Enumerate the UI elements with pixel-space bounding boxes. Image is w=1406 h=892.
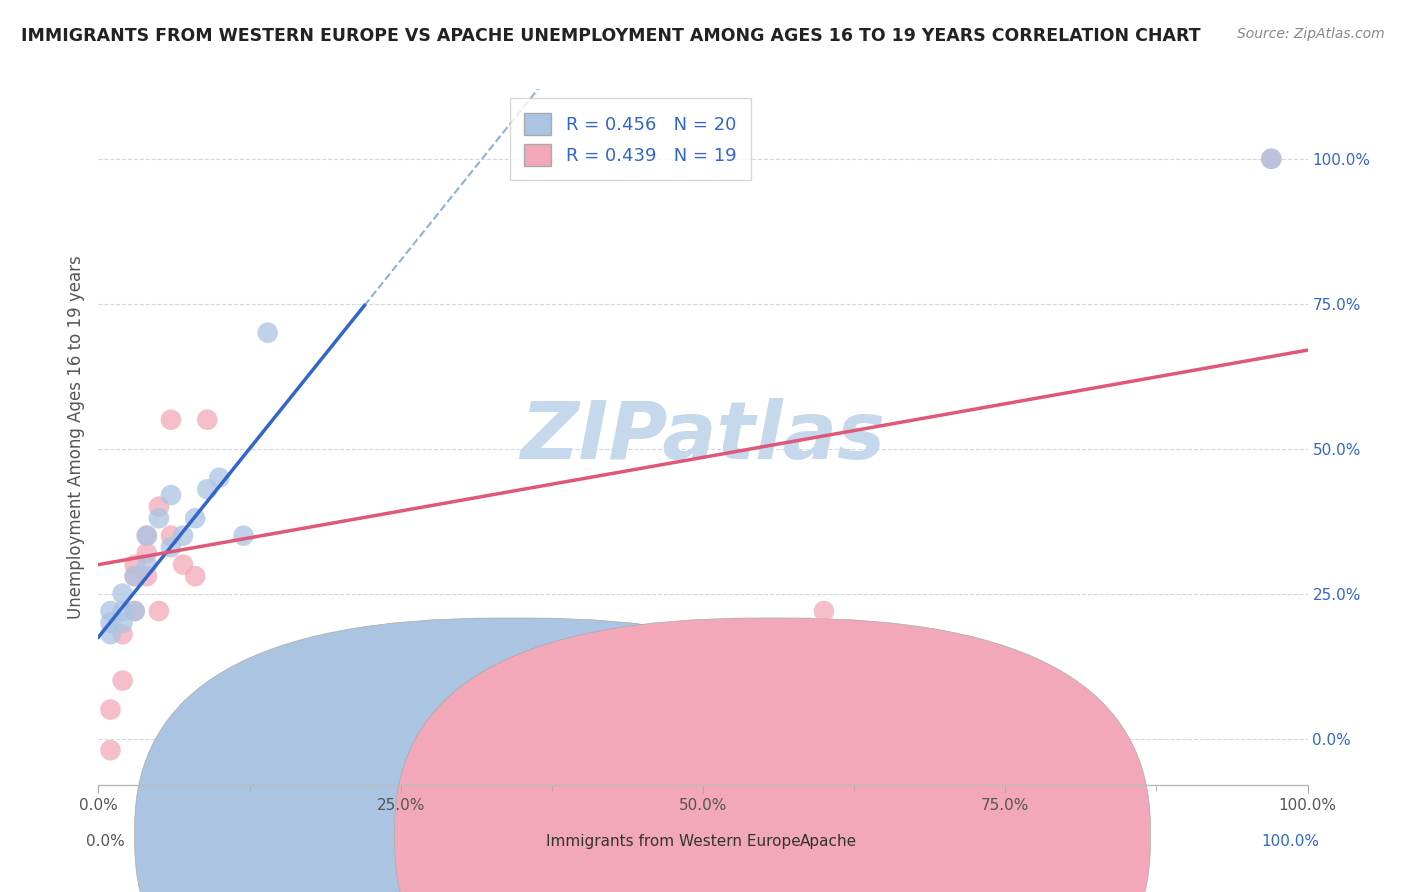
Point bbox=[256, 326, 278, 340]
Point bbox=[111, 627, 134, 641]
FancyBboxPatch shape bbox=[135, 618, 890, 892]
Point bbox=[148, 511, 170, 525]
Point bbox=[100, 627, 122, 641]
Point bbox=[172, 558, 194, 572]
Point bbox=[111, 604, 134, 618]
Point bbox=[124, 569, 146, 583]
Point bbox=[100, 604, 122, 618]
Point bbox=[124, 569, 146, 583]
Text: ZIPatlas: ZIPatlas bbox=[520, 398, 886, 476]
Legend: R = 0.456   N = 20, R = 0.439   N = 19: R = 0.456 N = 20, R = 0.439 N = 19 bbox=[510, 98, 751, 180]
Point bbox=[148, 604, 170, 618]
Point bbox=[124, 604, 146, 618]
Point bbox=[1260, 152, 1282, 166]
Text: IMMIGRANTS FROM WESTERN EUROPE VS APACHE UNEMPLOYMENT AMONG AGES 16 TO 19 YEARS : IMMIGRANTS FROM WESTERN EUROPE VS APACHE… bbox=[21, 27, 1201, 45]
Text: 100.0%: 100.0% bbox=[1261, 834, 1320, 848]
Point bbox=[195, 482, 218, 496]
Point bbox=[124, 604, 146, 618]
Point bbox=[135, 558, 157, 572]
Point bbox=[195, 412, 218, 426]
Text: Apache: Apache bbox=[800, 834, 856, 848]
Point bbox=[148, 500, 170, 514]
Point bbox=[135, 528, 157, 542]
Text: Immigrants from Western Europe: Immigrants from Western Europe bbox=[546, 834, 800, 848]
Point bbox=[100, 615, 122, 630]
Text: 0.0%: 0.0% bbox=[86, 834, 125, 848]
Point bbox=[813, 604, 835, 618]
Point bbox=[160, 528, 183, 542]
Point bbox=[111, 615, 134, 630]
Point bbox=[160, 540, 183, 554]
Point bbox=[111, 673, 134, 688]
Point bbox=[111, 587, 134, 601]
Point bbox=[124, 558, 146, 572]
Text: Source: ZipAtlas.com: Source: ZipAtlas.com bbox=[1237, 27, 1385, 41]
Point bbox=[135, 569, 157, 583]
Point bbox=[100, 743, 122, 757]
Point bbox=[232, 528, 254, 542]
Point bbox=[1260, 152, 1282, 166]
Point bbox=[160, 488, 183, 502]
Point bbox=[208, 470, 231, 484]
FancyBboxPatch shape bbox=[395, 618, 1150, 892]
Point bbox=[184, 569, 207, 583]
Point bbox=[172, 528, 194, 542]
Point bbox=[135, 546, 157, 560]
Y-axis label: Unemployment Among Ages 16 to 19 years: Unemployment Among Ages 16 to 19 years bbox=[66, 255, 84, 619]
Point bbox=[100, 703, 122, 717]
Point bbox=[160, 412, 183, 426]
Point bbox=[184, 511, 207, 525]
Point bbox=[135, 528, 157, 542]
